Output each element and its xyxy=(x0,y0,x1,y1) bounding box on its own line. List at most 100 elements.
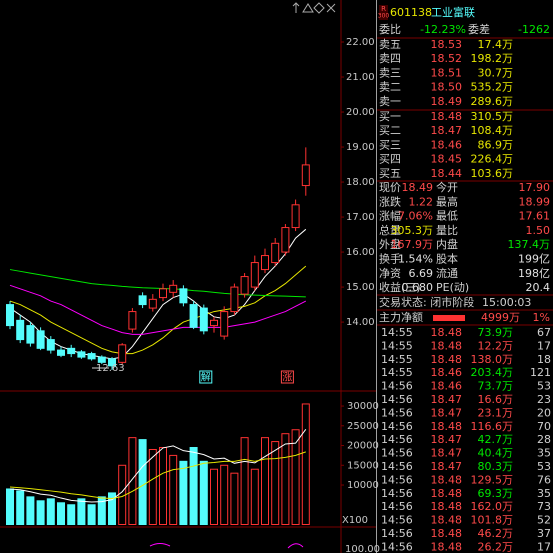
trade-price: 18.46 xyxy=(431,366,463,379)
trade-volume: 203.4万 xyxy=(471,366,514,379)
stat-label: 量比 xyxy=(436,224,458,237)
book-volume: 108.4万 xyxy=(471,124,514,137)
trade-count: 52 xyxy=(537,514,551,527)
trade-volume: 80.3万 xyxy=(478,460,514,473)
volume-ma-line xyxy=(9,451,306,499)
book-volume: 103.6万 xyxy=(471,167,514,180)
annotation: 12.63 xyxy=(96,363,125,374)
volume-bar xyxy=(169,454,178,525)
book-label: 卖二 xyxy=(379,81,401,94)
trade-count: 20 xyxy=(537,406,551,419)
trade-price: 18.47 xyxy=(431,447,463,460)
book-label: 卖三 xyxy=(379,66,401,79)
book-label: 卖一 xyxy=(379,95,401,108)
book-price: 18.49 xyxy=(431,95,463,108)
stat-label: 今开 xyxy=(436,180,458,194)
y-tick-label: 30000 xyxy=(347,401,379,412)
trade-price: 18.46 xyxy=(431,380,463,393)
volume-bar xyxy=(220,464,229,525)
stat-label: PE(动) xyxy=(436,281,469,294)
stat-value: 1.54% xyxy=(398,253,433,266)
book-volume: 289.6万 xyxy=(471,95,514,108)
stat-label: 最高 xyxy=(436,194,458,208)
stat-label: 流通 xyxy=(436,266,458,280)
event-marker-box xyxy=(199,370,213,384)
main-net-label: 主力净额 xyxy=(379,310,423,324)
trade-price: 18.47 xyxy=(431,460,463,473)
candle-body xyxy=(220,311,229,337)
trade-time: 14:56 xyxy=(381,393,413,406)
trade-count: 67 xyxy=(537,326,551,339)
indicator-line xyxy=(149,543,304,549)
trade-time: 14:56 xyxy=(381,473,413,486)
icon-close[interactable] xyxy=(326,3,336,13)
trade-price: 18.48 xyxy=(431,353,463,366)
volume-bar xyxy=(77,498,86,525)
y-tick-label: 21.00 xyxy=(346,72,375,83)
trade-count: 35 xyxy=(537,447,551,460)
candle-body xyxy=(97,356,106,363)
trade-time: 14:56 xyxy=(381,500,413,513)
ratio-label: 委差 xyxy=(468,22,490,36)
ma-line xyxy=(9,269,306,298)
volume-bar xyxy=(6,488,14,525)
trade-time: 14:55 xyxy=(381,339,413,352)
book-price: 18.50 xyxy=(431,81,463,94)
volume-bar xyxy=(179,460,188,525)
trade-time: 14:56 xyxy=(381,433,413,446)
event-marker-box xyxy=(280,370,294,384)
trade-status-time: 15:00:03 xyxy=(482,296,531,309)
volume-bar xyxy=(26,496,35,525)
stat-label: 外盘 xyxy=(379,237,401,251)
trade-count: 73 xyxy=(537,500,551,513)
y-tick-label: 14.00 xyxy=(346,317,375,328)
badge: 300 xyxy=(378,13,390,20)
ratio-value: -12.23% xyxy=(420,23,466,36)
volume-bar xyxy=(46,498,55,525)
book-label: 买四 xyxy=(379,153,401,166)
trade-count: 37 xyxy=(537,527,551,540)
icon-up[interactable] xyxy=(292,2,300,13)
book-label: 买二 xyxy=(379,124,401,137)
volume-bar xyxy=(291,429,300,525)
trade-volume: 69.3万 xyxy=(478,487,514,500)
trade-price: 18.47 xyxy=(431,433,463,446)
volume-bar xyxy=(240,437,249,526)
stat-value: 198亿 xyxy=(518,267,550,280)
trade-volume: 162.0万 xyxy=(471,500,514,513)
ratio-value: -1262 xyxy=(518,23,550,36)
trade-count: 53 xyxy=(537,380,551,393)
trade-volume: 101.8万 xyxy=(471,514,514,527)
trade-volume: 16.6万 xyxy=(478,393,514,406)
book-label: 卖五 xyxy=(379,38,401,51)
trade-volume: 26.2万 xyxy=(478,540,514,553)
candle-body xyxy=(179,288,188,304)
toolbar xyxy=(292,2,336,14)
volume-bar xyxy=(148,448,157,525)
y-tick-label: 15000 xyxy=(347,460,379,471)
y-tick-label: 10000 xyxy=(347,480,379,491)
volume-bar xyxy=(261,437,269,526)
candle-body xyxy=(240,276,249,295)
book-label: 买五 xyxy=(379,167,401,180)
book-price: 18.47 xyxy=(431,124,463,137)
icon-diamond[interactable] xyxy=(313,2,325,14)
book-price: 18.51 xyxy=(431,66,463,79)
stat-value: 18.99 xyxy=(519,195,551,208)
ratio-label: 委比 xyxy=(379,23,401,36)
event-marker: 涨 xyxy=(282,372,292,384)
volume-bar xyxy=(87,504,96,526)
volume-bar xyxy=(189,447,198,526)
main-net-bar xyxy=(433,315,465,321)
stat-value: 7.06% xyxy=(398,210,433,223)
volume-bar xyxy=(16,490,25,526)
stat-label: 股本 xyxy=(436,252,458,266)
volume-bar xyxy=(159,447,167,526)
volume-bar xyxy=(230,472,239,525)
stat-value: 18.49 xyxy=(402,181,434,194)
icon-triangle[interactable] xyxy=(302,3,314,13)
candle-body xyxy=(261,255,269,271)
trade-time: 14:56 xyxy=(381,527,413,540)
bottom-pane-label: 100.00 xyxy=(345,544,380,553)
trade-count: 53 xyxy=(537,460,551,473)
